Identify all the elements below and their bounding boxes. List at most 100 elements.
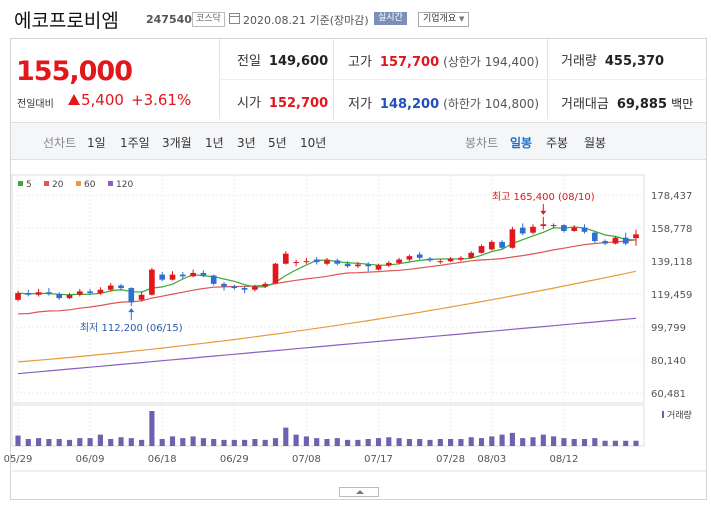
volume-bar [602,440,608,446]
volume-bar [272,438,279,446]
tab-daily[interactable]: 일봉 [510,136,533,150]
x-tick-label: 07/08 [292,454,321,465]
tab-3months[interactable]: 3개월 [162,136,192,150]
volume-bar [509,432,515,446]
x-tick-label: 08/03 [477,454,506,465]
company-info-dropdown[interactable]: 기업개요 ▼ [418,12,470,27]
line-chart-label: 선차트 [43,136,77,150]
quote-label: 거래량 [561,54,597,69]
candle-body [107,285,114,290]
candle-body [633,234,639,239]
volume-bar [551,436,557,446]
candle-body [231,286,238,289]
candle-body [66,294,73,299]
candle-body [447,258,454,262]
candle-body [519,227,526,234]
candle-body [540,224,547,226]
volume-bar [448,439,454,446]
volume-bar [159,439,165,446]
realtime-button[interactable]: 실시간 [374,12,407,25]
candle-body [396,259,402,263]
volume-bar [303,436,309,446]
volume-bar [365,439,371,446]
volume-bar [334,438,340,446]
volume-bar [262,439,268,446]
chart-collapse-button[interactable] [339,487,379,497]
candle-body [15,293,21,300]
legend-swatch [18,181,23,186]
volume-bar [56,439,62,446]
y-tick-label: 158,778 [651,224,692,235]
candle-body [169,274,176,280]
x-tick-label: 06/09 [76,454,105,465]
candle-chart-label: 봉차트 [465,136,499,150]
page-header: 에코프로비엠 247540 코스닥 2020.08.21 기준(장마감) 실시간… [0,0,711,38]
low-annotation-arrowhead [128,308,135,313]
candle-body [344,263,351,267]
volume-bar [437,439,443,446]
candle-body [375,265,382,270]
candle-body [622,237,629,244]
volume-bar [468,437,474,446]
ma20-line [17,239,637,315]
price-change-pct: +3.61% [131,91,192,109]
quote-value: 455,370 [604,54,665,69]
company-info-label: 기업개요 [423,14,457,24]
volume-bar [252,439,258,446]
quote-volume: 거래량 455,370 [561,42,664,82]
market-badge: 코스닥 [192,12,225,27]
volume-bar [581,439,588,446]
tab-1year[interactable]: 1년 [205,136,224,150]
volume-bar [406,439,412,446]
candle-body [488,241,495,250]
volume-bar [314,438,320,446]
y-tick-label: 139,118 [651,257,692,268]
volume-bar [200,438,206,446]
volume-bar [139,439,145,446]
legend-swatch [76,181,81,186]
quote-label: 저가 [348,97,372,112]
x-tick-label: 08/12 [549,454,578,465]
legend-label: 120 [116,180,133,190]
tab-10years[interactable]: 10년 [300,136,327,150]
candle-body [385,262,392,266]
quote-prev-close: 전일 149,600 [237,42,328,82]
candle-body [179,274,186,277]
x-tick-label: 06/29 [220,454,249,465]
tab-1week[interactable]: 1주일 [120,136,150,150]
volume-bar [623,440,629,446]
tab-5years[interactable]: 5년 [268,136,287,150]
candle-body [252,286,258,290]
quote-low: 저가 148,200 (하한가 104,800) [348,84,539,124]
legend-swatch [108,181,113,186]
candle-body [591,232,598,242]
quote-limit: (하한가 104,800) [443,97,540,111]
base-date: 2020.08.21 기준(장마감) [243,14,369,27]
up-triangle-icon [68,94,80,105]
candle-body [262,283,269,287]
volume-bar [592,438,598,446]
quote-label: 고가 [348,55,372,70]
volume-bar [458,439,464,446]
quote-frame [10,38,707,500]
volume-bar [46,439,52,446]
volume-bar [417,439,423,446]
candle-body [138,294,145,300]
low-annotation-label: 최저 112,200 (06/15) [80,322,183,334]
y-tick-label: 99,799 [651,323,686,334]
volume-bar [396,438,402,446]
tab-3years[interactable]: 3년 [237,136,256,150]
tab-monthly[interactable]: 월봉 [584,136,607,150]
tab-weekly[interactable]: 주봉 [546,136,569,150]
candle-body [561,225,567,231]
volume-bar [386,437,392,446]
candle-body [46,292,52,294]
quote-unit: 백만 [671,97,694,111]
quote-label: 시가 [237,96,261,111]
volume-bar [520,438,526,446]
tab-1day[interactable]: 1일 [87,136,106,150]
candle-body [365,264,372,267]
volume-legend-swatch [662,411,664,418]
candle-body [76,291,83,295]
